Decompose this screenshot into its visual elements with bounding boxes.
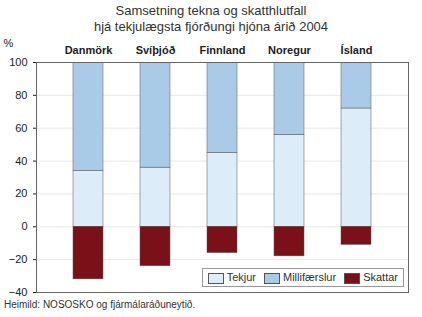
svg-text:Noregur: Noregur (268, 44, 312, 56)
html-text:Tekjur: Tekjur (226, 271, 256, 283)
svg-text:Danmörk: Danmörk (65, 44, 114, 56)
svg-text:%: % (4, 37, 14, 49)
html-text:hjá tekjulægsta fjórðungi hjón: hjá tekjulægsta fjórðungi hjóna árið 200… (93, 19, 329, 34)
svg-text:Finnland: Finnland (200, 44, 246, 56)
svg-text:Ísland: Ísland (341, 44, 373, 56)
svg-text:60: 60 (15, 122, 27, 134)
html-text:Skattar: Skattar (363, 271, 398, 283)
svg-text:100: 100 (9, 56, 27, 68)
svg-text:0: 0 (21, 220, 27, 232)
svg-text:−20: −20 (9, 253, 28, 265)
svg-text:20: 20 (15, 187, 27, 199)
svg-text:80: 80 (15, 89, 27, 101)
svg-text:40: 40 (15, 155, 27, 167)
svg-text:−40: −40 (9, 286, 28, 298)
html-text:Heimild: NOSOSKO og fjármálará: Heimild: NOSOSKO og fjármálaráðuneytið. (4, 299, 196, 310)
html-text:Samsetning tekna og skatthlutf: Samsetning tekna og skatthlutfall (115, 3, 307, 18)
svg-text:Svíþjóð: Svíþjóð (136, 44, 176, 56)
html-text:Millifærslur: Millifærslur (283, 271, 337, 283)
